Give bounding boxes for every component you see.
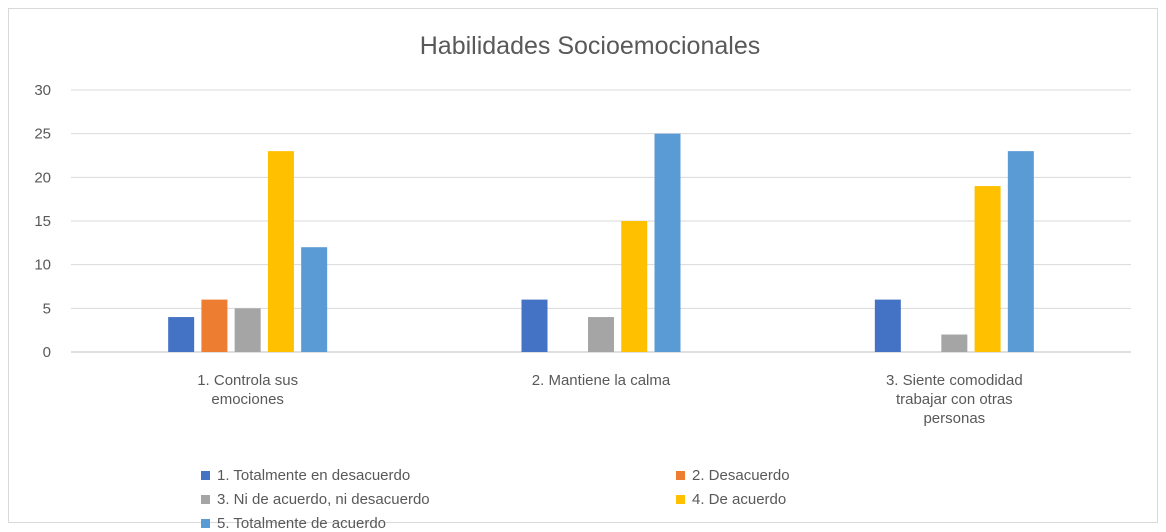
chart-area: Habilidades Socioemocionales 0 5 10 15 20 25 3… <box>8 8 1158 532</box>
bar-3-series-4 <box>974 186 1001 352</box>
legend-label: 2. Desacuerdo <box>692 467 790 484</box>
gridlines <box>71 89 1131 353</box>
x-tick-label: 3. Siente comodidad trabajar con otras per… <box>885 372 1023 427</box>
legend-swatch <box>201 471 210 480</box>
chart-title: Habilidades Socioemocionales <box>420 32 760 60</box>
bar-1-series-1 <box>168 317 195 352</box>
bars <box>168 133 1034 352</box>
y-tick-label: 10 <box>34 257 51 274</box>
y-tick-label: 15 <box>34 213 51 230</box>
bar-1-series-5 <box>301 247 328 352</box>
y-tick-label: 30 <box>34 82 51 99</box>
y-tick-label: 25 <box>34 126 51 143</box>
y-tick-label: 5 <box>43 300 51 317</box>
legend-item: 2. Desacuerdo <box>676 467 790 484</box>
legend-swatch <box>201 519 210 528</box>
bar-2-series-1 <box>521 299 548 352</box>
legend-label: 3. Ni de acuerdo, ni desacuerdo <box>217 491 430 508</box>
legend-label: 4. De acuerdo <box>692 491 787 508</box>
legend-swatch <box>201 495 210 504</box>
y-tick-label: 0 <box>43 344 51 361</box>
legend-item: 5. Totalmente de acuerdo <box>201 515 386 532</box>
bar-2-series-3 <box>588 317 614 352</box>
legend-item: 3. Ni de acuerdo, ni desacuerdo <box>201 491 430 508</box>
legend-label: 5. Totalmente de acuerdo <box>217 515 387 532</box>
bar-3-series-1 <box>874 299 901 352</box>
x-tick-label: 2. Mantiene la calma <box>531 372 671 389</box>
y-axis-ticks: 0 5 10 15 20 25 30 <box>34 82 51 361</box>
bar-3-series-3 <box>941 334 968 352</box>
bar-3-series-5 <box>1007 151 1034 352</box>
legend-swatch <box>676 471 685 480</box>
legend-swatch <box>676 495 685 504</box>
bar-1-series-2 <box>201 299 228 352</box>
legend-item: 1. Totalmente en desacuerdo <box>201 467 410 484</box>
bar-2-series-4 <box>621 221 648 352</box>
legend-label: 1. Totalmente en desacuerdo <box>217 467 411 484</box>
bar-1-series-4 <box>267 151 294 352</box>
bar-2-series-5 <box>654 133 681 352</box>
bar-1-series-3 <box>234 308 261 352</box>
x-tick-label: 1. Controla sus emociones <box>197 372 299 408</box>
y-tick-label: 20 <box>34 169 51 186</box>
legend-item: 4. De acuerdo <box>676 491 786 508</box>
bar-chart: Habilidades Socioemocionales 0 5 10 15 20 25 3… <box>34 32 1131 361</box>
